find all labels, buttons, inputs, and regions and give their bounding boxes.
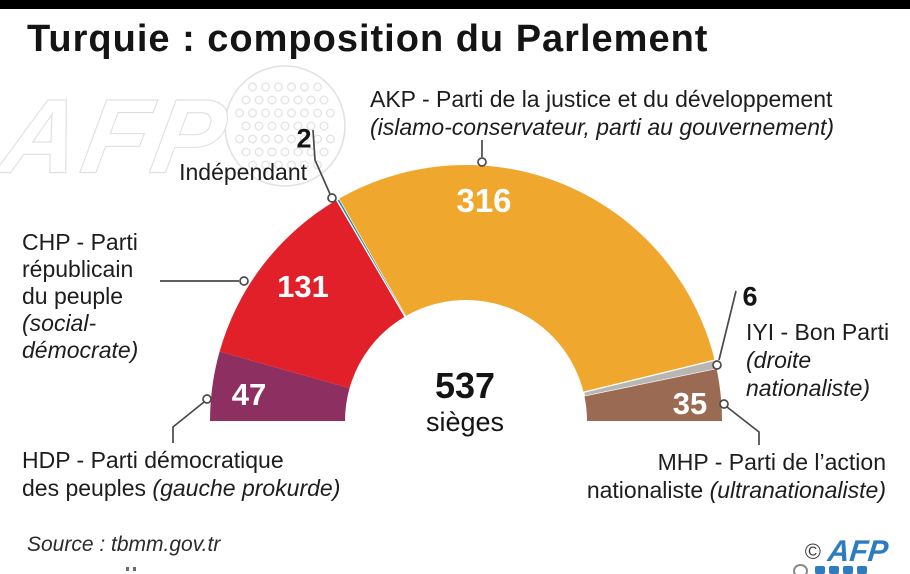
leader-lines [160,129,760,445]
label-chp: CHP - Parti républicain du peuple (socia… [22,229,172,364]
leader-akp [477,140,487,167]
total-seats: 537 [434,365,496,406]
leader-dot-chp [239,276,249,286]
cutoff-mark-right [793,564,888,574]
leader-dot-hdp [202,394,212,404]
afp-watermark: AFP [0,65,346,196]
label-mhp-name: MHP - Parti de l’action nationaliste [586,449,886,503]
top-black-bar [0,0,910,9]
leader-mhp [719,399,760,445]
label-iyi-desc: (droite nationaliste) [746,347,871,401]
label-hdp: HDP - Parti démocratique des peuples (ga… [22,446,340,502]
hemicycle-chart [210,164,722,421]
value-mhp: 35 [672,386,708,421]
value-hdp: 47 [231,377,267,412]
segment-chp [219,200,405,389]
label-hdp-desc: (gauche prokurde) [146,475,341,501]
leader-independant [312,129,337,203]
copyright-symbol: © [804,539,821,564]
label-iyi-name: IYI - Bon Parti [746,319,890,345]
total-seats-unit: sièges [425,407,505,437]
globe-dimples [234,82,336,170]
segment-mhp [584,368,722,421]
leader-chp [160,276,249,286]
label-akp-desc: (islamo-conservateur, parti au gouvernem… [370,114,835,140]
afp-watermark-letters: AFP [0,79,240,195]
value-independant: 2 [296,123,312,154]
segment-akp [339,164,715,393]
globe-icon [224,65,346,187]
label-chp-name: CHP - Parti républicain du peuple [22,229,138,309]
label-iyi: IYI - Bon Parti (droite nationaliste) [746,318,889,402]
label-mhp: MHP - Parti de l’action nationaliste (ul… [500,448,886,504]
value-iyi: 6 [742,281,758,312]
afp-footer: © AFP [804,535,890,569]
label-akp-name: AKP - Parti de la justice et du développ… [370,86,833,112]
label-independant-name: Indépendant [179,159,307,185]
label-akp: AKP - Parti de la justice et du développ… [370,85,834,141]
value-akp: 316 [456,182,512,219]
leader-iyi [712,290,737,370]
label-chp-desc: (social- démocrate) [22,310,139,363]
value-chp: 131 [277,269,329,304]
segment-hdp [210,351,350,421]
leader-dot-iyi [712,360,722,370]
cutoff-mark-left [126,567,140,574]
leader-dot-independant [327,193,337,203]
cutoff-x-glyph [793,564,808,574]
page-title: Turquie : composition du Parlement [27,18,709,60]
center-total: 537 sièges [426,368,504,436]
leader-dot-akp [477,157,487,167]
leader-hdp [172,394,212,443]
leader-dot-mhp [719,399,729,409]
source-note: Source : tbmm.gov.tr [27,533,221,556]
label-independant: Indépendant [147,158,307,186]
label-mhp-desc: (ultranationaliste) [703,477,886,503]
label-hdp-name: HDP - Parti démocratique des peuples [22,447,284,501]
